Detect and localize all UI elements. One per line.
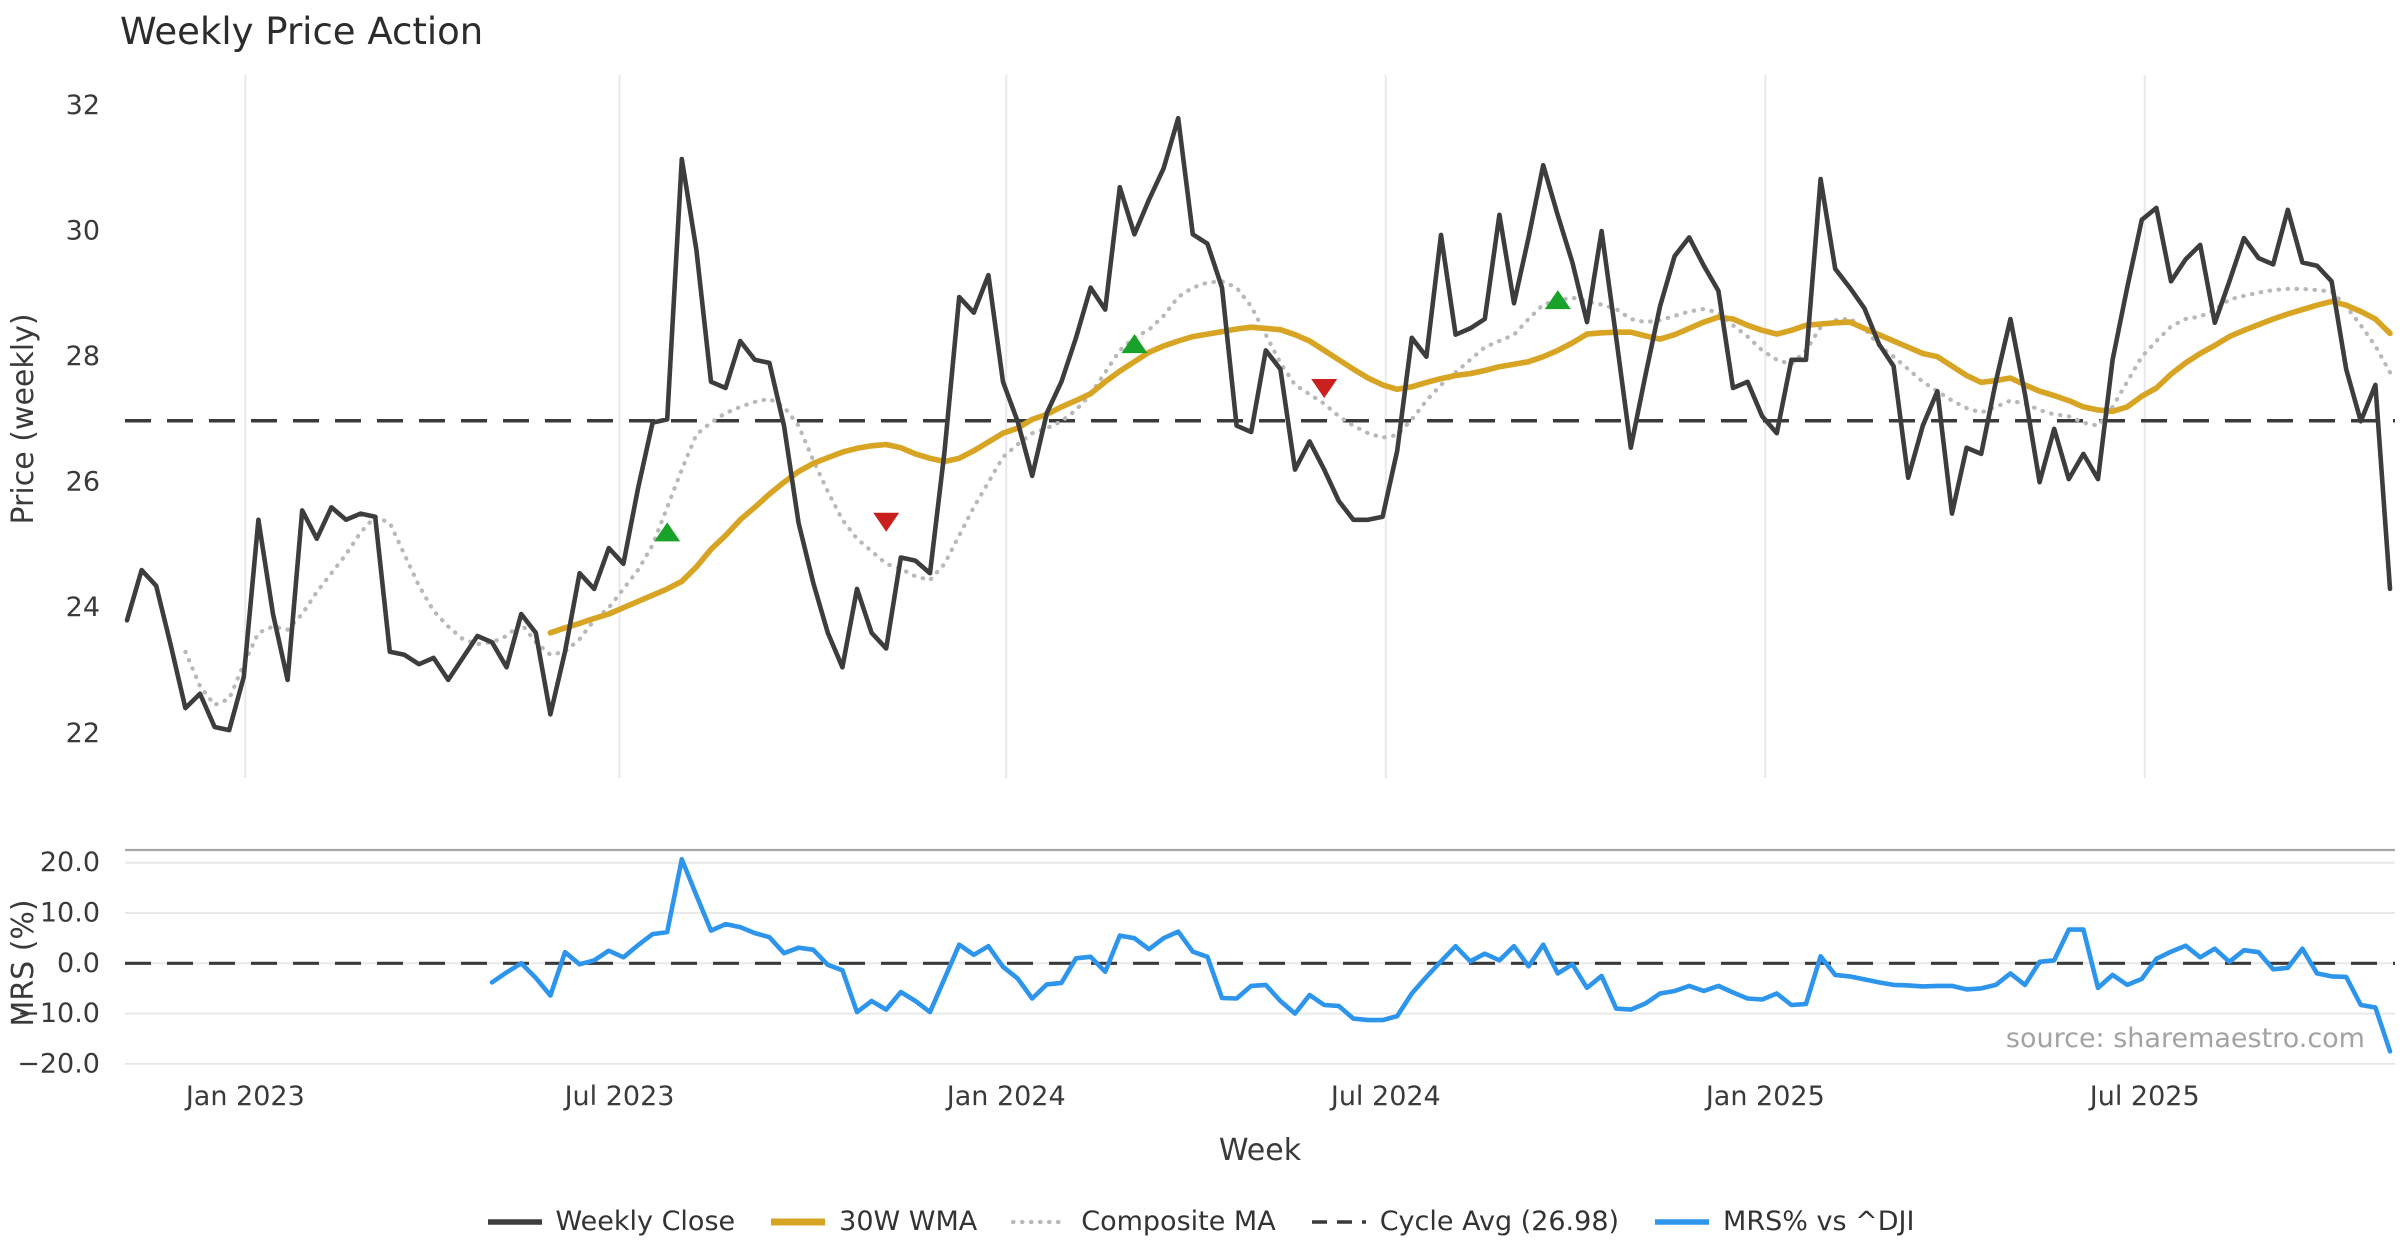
price-ytick-label: 22 <box>66 718 100 749</box>
legend-swatch-solid <box>1655 1218 1710 1225</box>
buy-signal-marker <box>654 522 681 542</box>
x-tick-label: Jan 2025 <box>1704 1081 1825 1112</box>
x-tick-label: Jan 2024 <box>945 1081 1066 1112</box>
legend-label: Weekly Close <box>555 1206 736 1237</box>
buy-signal-marker <box>1121 334 1148 354</box>
price-ytick-label: 24 <box>66 592 100 623</box>
legend-item: Weekly Close <box>486 1206 736 1237</box>
tick-labels: 32 30 28 26 24 22 20.0 10.0 0.0 −10.0 −20.0 Jan 202… <box>17 90 2199 1112</box>
legend: Weekly Close 30W WMA Composite MA Cycle Avg… <box>0 1206 2400 1237</box>
x-tick-label: Jan 2023 <box>184 1081 305 1112</box>
legend-swatch-solid <box>487 1218 542 1225</box>
mrs-ytick-label: 20.0 <box>40 847 100 878</box>
legend-item: Cycle Avg (26.98) <box>1310 1206 1619 1237</box>
x-tick-label: Jul 2025 <box>2088 1081 2200 1112</box>
sell-signal-marker <box>873 512 900 532</box>
price-ytick-label: 32 <box>66 90 100 121</box>
price-axis-label: Price (weekly) <box>6 313 41 524</box>
legend-label: Composite MA <box>1081 1206 1276 1237</box>
buy-signal-marker <box>1544 290 1571 310</box>
legend-label: 30W WMA <box>839 1206 978 1237</box>
wma-line <box>547 298 2393 636</box>
price-ytick-label: 30 <box>66 216 100 247</box>
source-attribution: source: sharemaestro.com <box>2006 1023 2365 1054</box>
x-tick-label: Jul 2023 <box>563 1081 675 1112</box>
gridlines <box>125 75 2395 1065</box>
legend-item: Composite MA <box>1011 1206 1276 1237</box>
composite-ma-line <box>183 279 2393 708</box>
week-axis-label: Week <box>1219 1133 1302 1168</box>
price-ytick-label: 26 <box>66 467 100 498</box>
mrs-ytick-label: −20.0 <box>17 1048 100 1079</box>
data-lines <box>124 115 2395 1054</box>
legend-label: MRS% vs ^DJI <box>1723 1206 1915 1237</box>
weekly-close-line <box>124 115 2393 733</box>
signal-markers <box>654 290 1571 542</box>
mrs-ytick-label: 0.0 <box>57 948 100 979</box>
mrs-ytick-label: 10.0 <box>40 898 100 929</box>
page-title: Weekly Price Action <box>120 10 483 53</box>
legend-swatch-solid-thick <box>771 1218 826 1225</box>
legend-swatch-dotted <box>1011 1219 1070 1224</box>
mrs-line <box>489 856 2393 1054</box>
legend-swatch-dashed <box>1311 1219 1366 1224</box>
sell-signal-marker <box>1311 379 1338 399</box>
legend-item: 30W WMA <box>769 1206 977 1237</box>
legend-label: Cycle Avg (26.98) <box>1379 1206 1620 1237</box>
x-tick-label: Jul 2024 <box>1329 1081 1441 1112</box>
legend-item: MRS% vs ^DJI <box>1653 1206 1914 1237</box>
mrs-axis-label: MRS (%) <box>6 899 41 1026</box>
price-ytick-label: 28 <box>66 341 100 372</box>
mrs-ytick-label: −10.0 <box>17 998 100 1029</box>
